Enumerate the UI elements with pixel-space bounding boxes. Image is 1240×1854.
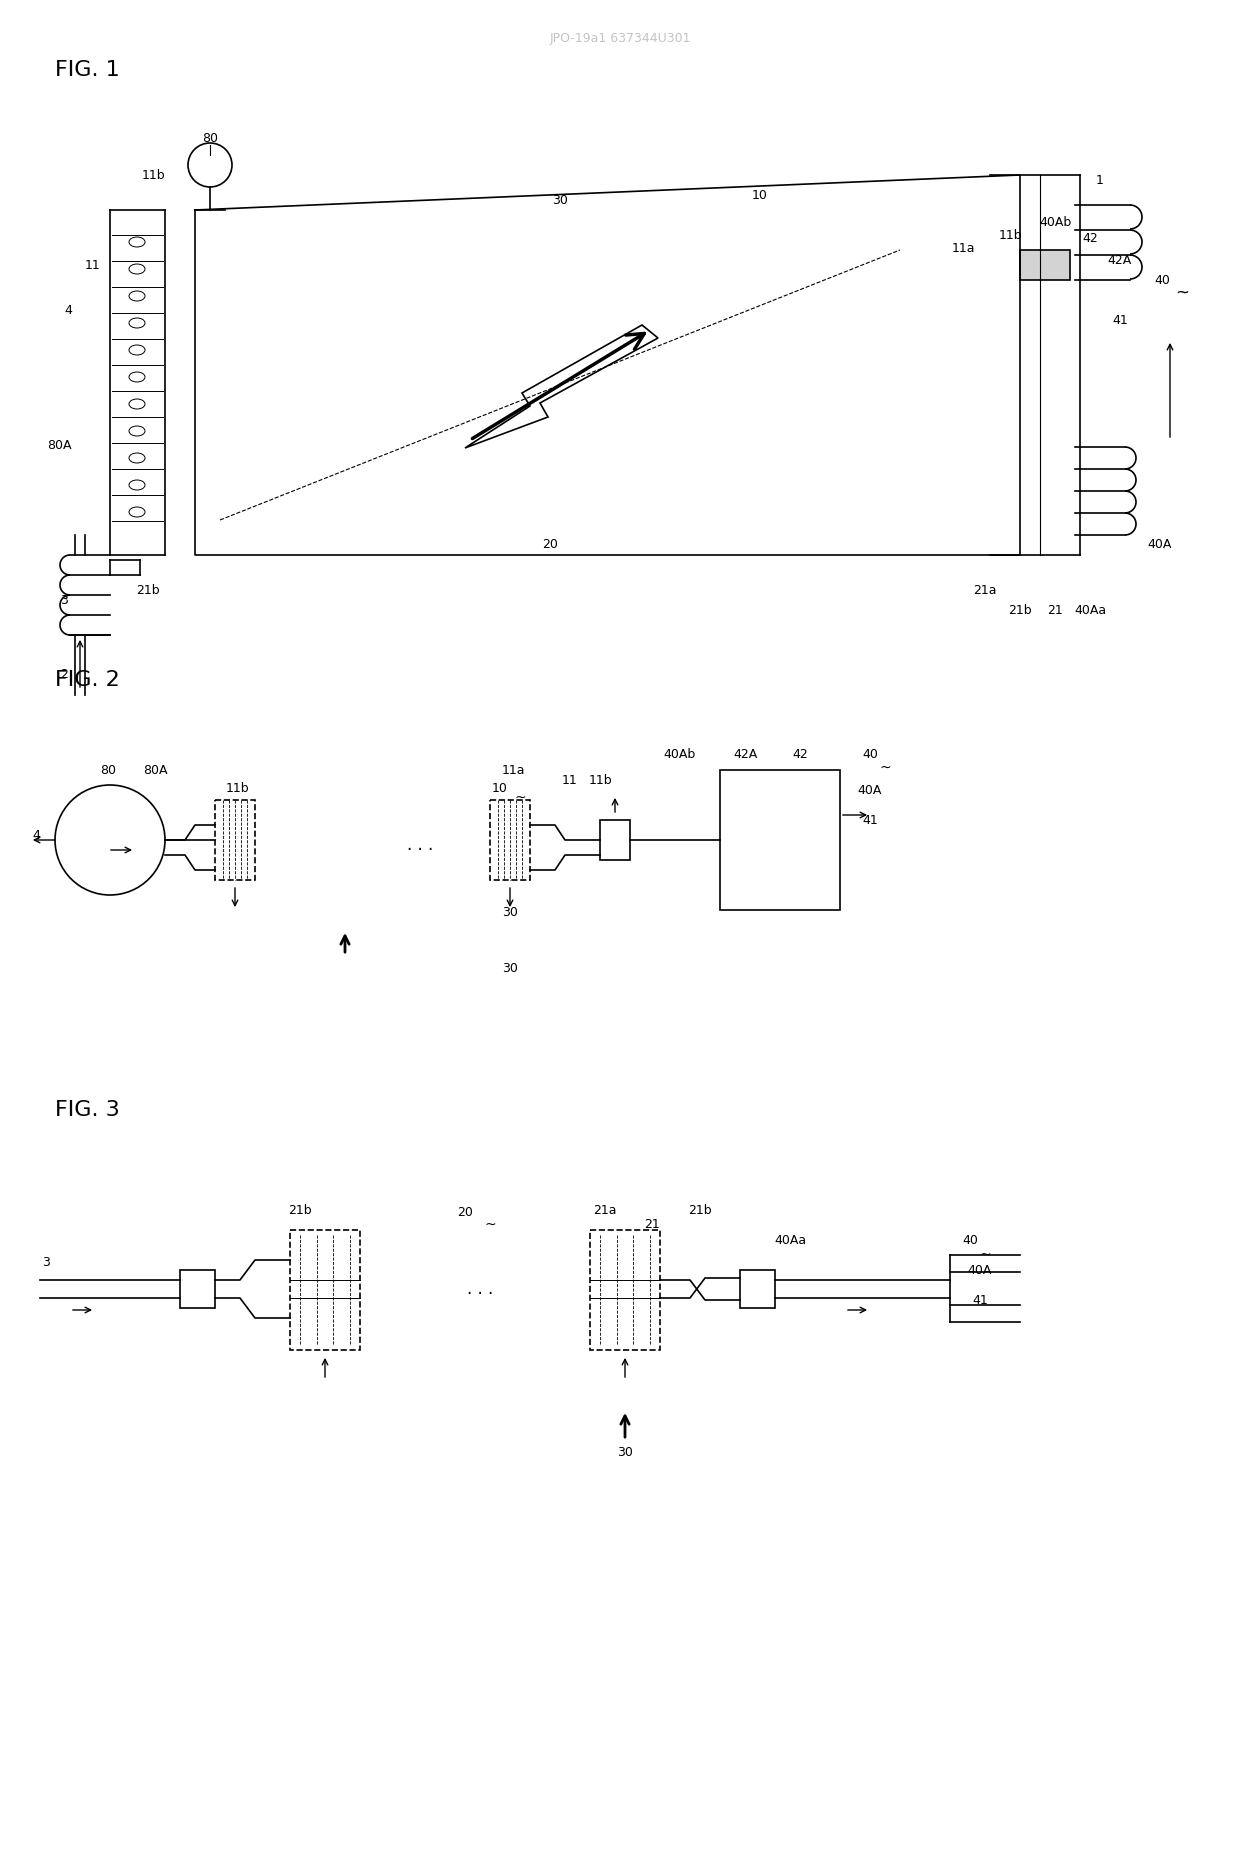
Ellipse shape	[129, 426, 145, 436]
Bar	[1021, 250, 1070, 280]
Bar	[590, 1229, 660, 1350]
Text: 41: 41	[1112, 313, 1128, 326]
Text: 20: 20	[542, 538, 558, 551]
Text: ~: ~	[484, 1218, 496, 1233]
Text: 21b: 21b	[688, 1203, 712, 1216]
Text: 11b: 11b	[998, 228, 1022, 241]
Text: 11b: 11b	[588, 773, 611, 786]
Text: 10: 10	[753, 189, 768, 202]
Bar	[490, 799, 529, 881]
Text: 21a: 21a	[973, 584, 997, 597]
Text: 21b: 21b	[136, 584, 160, 597]
Text: . . .: . . .	[467, 1279, 494, 1298]
Text: 21a: 21a	[593, 1203, 616, 1216]
Text: FIG. 3: FIG. 3	[55, 1099, 120, 1120]
Ellipse shape	[129, 263, 145, 274]
Ellipse shape	[129, 480, 145, 489]
Text: 40A: 40A	[1148, 538, 1172, 551]
Circle shape	[55, 784, 165, 895]
Ellipse shape	[129, 399, 145, 410]
Ellipse shape	[129, 452, 145, 464]
Bar	[600, 819, 630, 860]
Text: FIG. 1: FIG. 1	[55, 59, 120, 80]
Text: 21: 21	[1047, 604, 1063, 617]
Circle shape	[188, 143, 232, 187]
Text: 40Ab: 40Ab	[1039, 215, 1071, 228]
Text: 40A: 40A	[967, 1263, 992, 1277]
Bar	[290, 1229, 360, 1350]
Ellipse shape	[129, 345, 145, 354]
Text: 2: 2	[60, 669, 68, 682]
Text: 3: 3	[42, 1255, 50, 1268]
Text: 4: 4	[32, 829, 40, 842]
Text: 4: 4	[64, 304, 72, 317]
Bar	[180, 1270, 215, 1309]
Text: 11b: 11b	[141, 169, 165, 182]
Text: . . .: . . .	[407, 836, 433, 855]
Text: 40A: 40A	[858, 784, 882, 797]
Text: FIG. 2: FIG. 2	[55, 669, 120, 690]
Text: 42A: 42A	[733, 749, 758, 762]
Text: 80A: 80A	[47, 439, 72, 452]
Text: 21: 21	[644, 1218, 660, 1231]
Ellipse shape	[129, 506, 145, 517]
Polygon shape	[465, 324, 658, 449]
Text: 41: 41	[862, 814, 878, 827]
Text: 10: 10	[492, 782, 508, 795]
Bar	[215, 799, 255, 881]
Text: 40: 40	[962, 1233, 978, 1246]
Ellipse shape	[129, 373, 145, 382]
Text: 40: 40	[862, 749, 878, 762]
Ellipse shape	[129, 291, 145, 300]
Text: 20: 20	[458, 1205, 472, 1218]
Text: 40Ab: 40Ab	[663, 749, 696, 762]
Text: 40Aa: 40Aa	[774, 1233, 806, 1246]
Text: 30: 30	[618, 1446, 632, 1459]
Text: 21b: 21b	[1008, 604, 1032, 617]
Text: 80A: 80A	[143, 764, 167, 777]
Text: 42: 42	[792, 749, 808, 762]
Text: 42: 42	[1083, 232, 1097, 245]
Text: 80: 80	[100, 764, 117, 777]
Text: 42A: 42A	[1107, 254, 1132, 267]
Bar	[720, 769, 839, 910]
Text: 11: 11	[84, 258, 100, 271]
Text: ~: ~	[515, 792, 526, 805]
Text: ~: ~	[1176, 284, 1189, 302]
Text: 11b: 11b	[226, 782, 249, 795]
Text: 11: 11	[562, 773, 578, 786]
Text: 3: 3	[60, 593, 68, 606]
Text: 30: 30	[502, 905, 518, 918]
Text: 30: 30	[552, 193, 568, 206]
Text: 80: 80	[202, 132, 218, 145]
Text: 11a: 11a	[501, 764, 525, 777]
Text: 1: 1	[1096, 174, 1104, 187]
Bar	[740, 1270, 775, 1309]
Text: 40Aa: 40Aa	[1074, 604, 1106, 617]
Text: 21b: 21b	[288, 1203, 311, 1216]
Text: 11a: 11a	[951, 241, 975, 254]
Text: 30: 30	[502, 962, 518, 975]
Text: 40: 40	[1154, 274, 1171, 287]
Text: JPO-19a1 637344U301: JPO-19a1 637344U301	[549, 32, 691, 44]
Text: ~: ~	[980, 1248, 991, 1263]
Text: 41: 41	[972, 1294, 988, 1307]
Text: ~: ~	[879, 760, 890, 775]
Ellipse shape	[129, 319, 145, 328]
Ellipse shape	[129, 237, 145, 247]
